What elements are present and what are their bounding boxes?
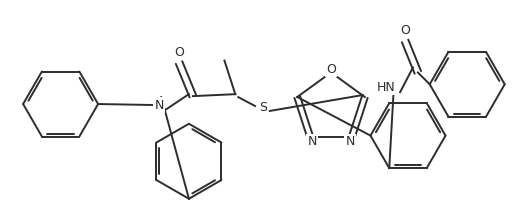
Text: N: N <box>308 135 317 148</box>
Text: O: O <box>400 24 410 36</box>
Text: N: N <box>155 99 164 112</box>
Text: N: N <box>345 135 354 148</box>
Text: O: O <box>326 63 336 76</box>
Text: O: O <box>174 46 184 59</box>
Text: S: S <box>259 102 267 114</box>
Text: HN: HN <box>377 81 396 94</box>
